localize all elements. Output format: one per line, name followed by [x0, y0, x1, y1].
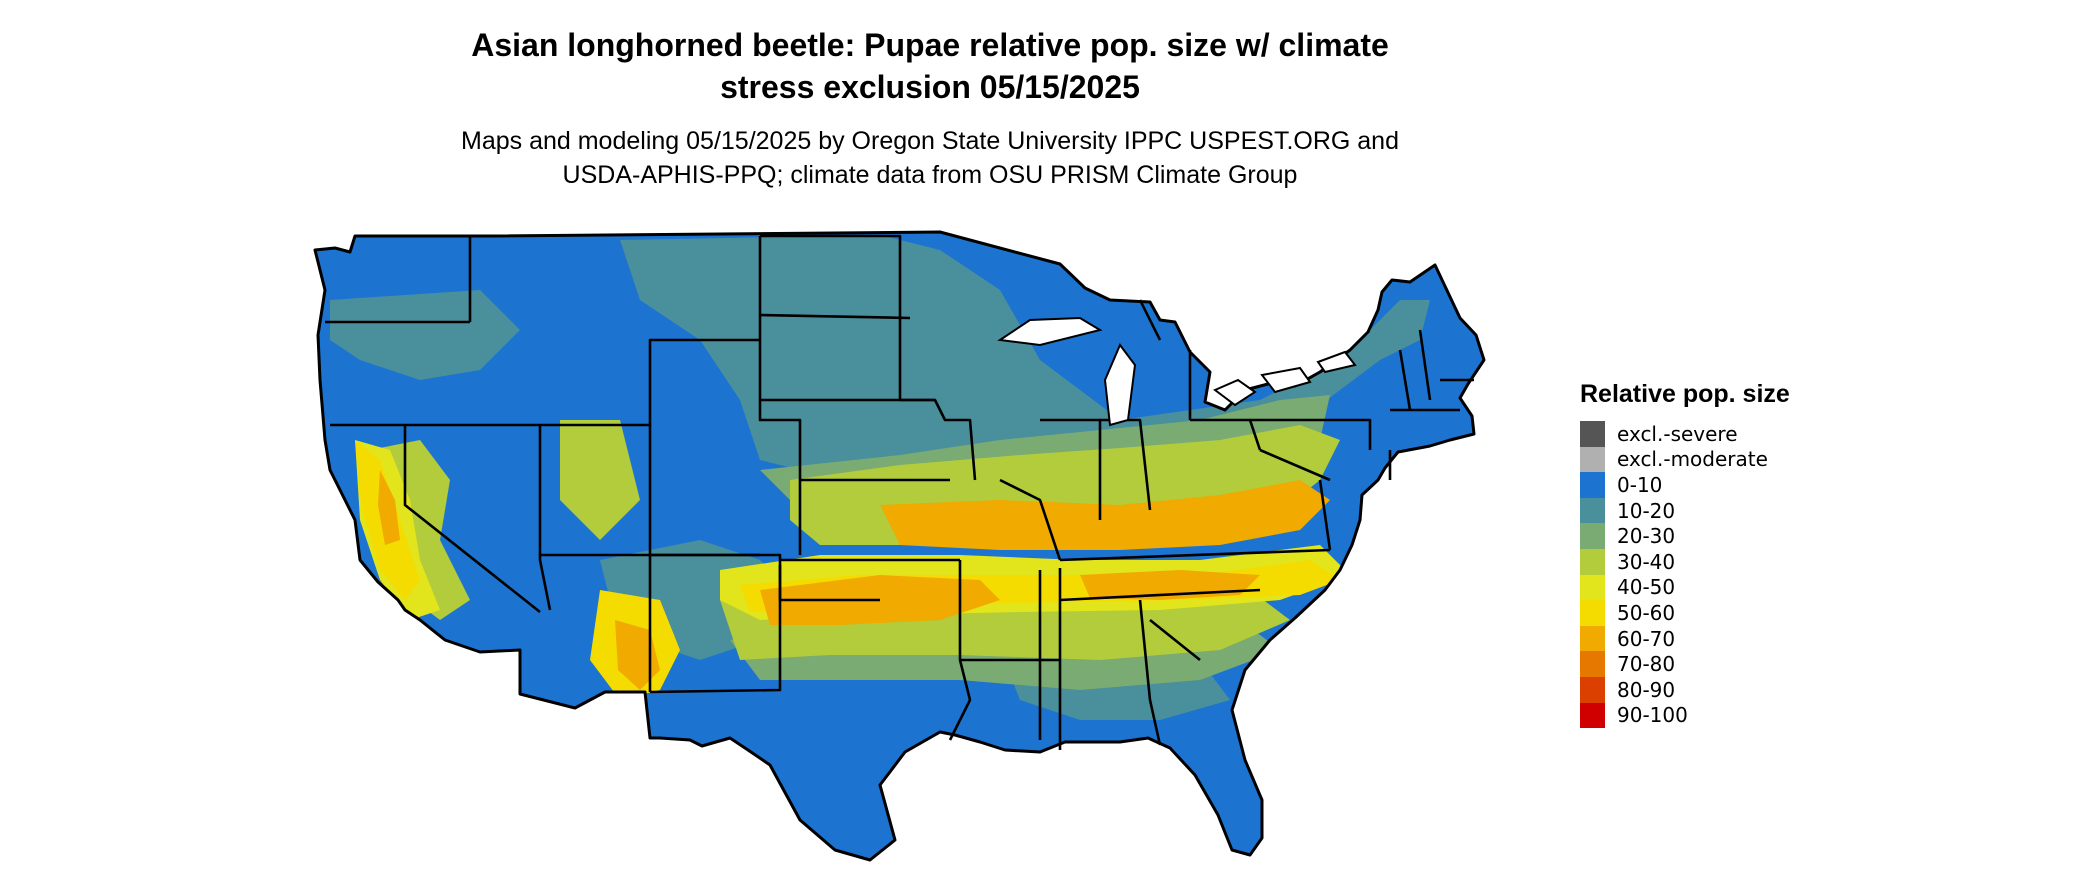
map-subtitle: Maps and modeling 05/15/2025 by Oregon S…	[0, 124, 1860, 192]
legend-swatch	[1580, 548, 1605, 575]
legend-item: 80-90	[1580, 676, 1790, 703]
legend-item: 40-50	[1580, 574, 1790, 601]
legend-item: 30-40	[1580, 548, 1790, 575]
legend-item: 20-30	[1580, 523, 1790, 549]
legend-label: excl.-moderate	[1617, 447, 1768, 472]
legend-item: 10-20	[1580, 497, 1790, 524]
legend-swatch	[1580, 625, 1605, 652]
legend-item: excl.-severe	[1580, 421, 1790, 447]
legend: Relative pop. size excl.-severe excl.-mod…	[1580, 380, 1790, 729]
legend-swatch	[1580, 472, 1605, 498]
legend-label: 60-70	[1617, 626, 1676, 651]
legend-label: excl.-severe	[1617, 421, 1738, 446]
legend-swatch	[1580, 574, 1605, 601]
legend-swatch	[1580, 446, 1605, 473]
legend-label: 80-90	[1617, 677, 1676, 702]
legend-label: 20-30	[1617, 524, 1676, 549]
legend-item: 70-80	[1580, 651, 1790, 677]
legend-label: 10-20	[1617, 498, 1676, 523]
legend-item: 50-60	[1580, 600, 1790, 626]
legend-label: 0-10	[1617, 472, 1663, 497]
title-line-1: Asian longhorned beetle: Pupae relative …	[471, 27, 1389, 63]
legend-swatch	[1580, 523, 1605, 549]
legend-item: 0-10	[1580, 472, 1790, 498]
subtitle-line-1: Maps and modeling 05/15/2025 by Oregon S…	[461, 127, 1399, 155]
legend-item: excl.-moderate	[1580, 446, 1790, 473]
legend-items: excl.-severe excl.-moderate 0-10 10-20 20-30…	[1580, 421, 1790, 729]
legend-label: 50-60	[1617, 600, 1676, 625]
legend-swatch	[1580, 421, 1605, 447]
legend-swatch	[1580, 651, 1605, 677]
subtitle-line-2: USDA-APHIS-PPQ; climate data from OSU PR…	[562, 161, 1298, 189]
legend-label: 40-50	[1617, 575, 1676, 600]
map-title: Asian longhorned beetle: Pupae relative …	[0, 24, 1860, 108]
legend-item: 90-100	[1580, 702, 1790, 729]
legend-label: 30-40	[1617, 549, 1676, 574]
title-line-2: stress exclusion 05/15/2025	[720, 69, 1140, 105]
legend-title: Relative pop. size	[1580, 380, 1790, 408]
legend-label: 70-80	[1617, 652, 1676, 677]
legend-swatch	[1580, 702, 1605, 729]
legend-swatch	[1580, 497, 1605, 524]
legend-swatch	[1580, 676, 1605, 703]
legend-item: 60-70	[1580, 625, 1790, 652]
great-lakes	[997, 316, 1357, 427]
legend-label: 90-100	[1617, 703, 1688, 728]
legend-swatch	[1580, 600, 1605, 626]
